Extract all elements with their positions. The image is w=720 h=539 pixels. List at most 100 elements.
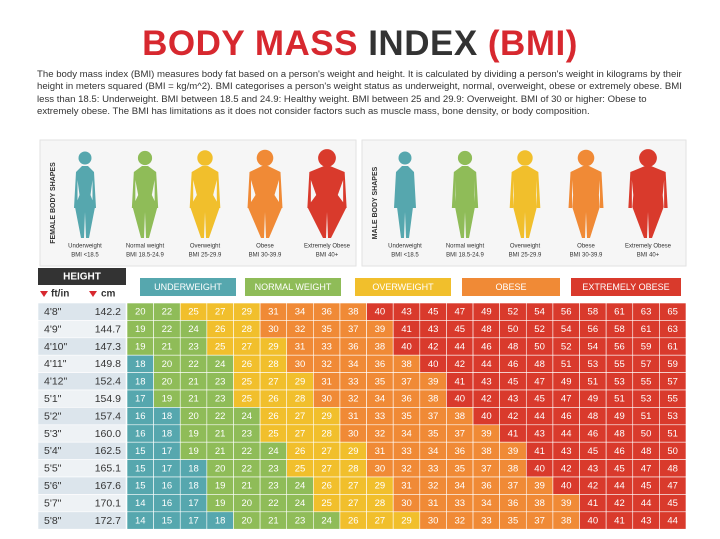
bmi-value: 34	[375, 394, 386, 405]
bmi-value: 23	[215, 376, 226, 387]
figure-range: BMI 25-29.9	[509, 253, 542, 259]
bmi-value: 40	[428, 359, 439, 370]
title: BODY MASS INDEX (BMI)	[0, 24, 720, 64]
bmi-value: 46	[614, 446, 625, 457]
bmi-value: 39	[561, 498, 572, 509]
bmi-value: 16	[135, 429, 146, 440]
bmi-value: 44	[614, 481, 625, 492]
bmi-value: 55	[667, 394, 678, 405]
bmi-value: 55	[614, 359, 625, 370]
bmi-value: 33	[321, 342, 332, 353]
figure-body	[394, 166, 416, 238]
bmi-value: 28	[268, 359, 279, 370]
figure-range: BMI <18.5	[71, 253, 99, 259]
bmi-value: 17	[162, 463, 173, 474]
bmi-value: 25	[188, 307, 199, 318]
title-part: INDEX	[368, 24, 478, 63]
bmi-value: 23	[295, 516, 306, 527]
bmi-value: 29	[348, 446, 359, 457]
bmi-value: 24	[321, 516, 332, 527]
sort-icon	[40, 291, 48, 297]
bmi-value: 26	[295, 446, 306, 457]
ft-in: 5'2"	[44, 410, 62, 422]
height-cell	[37, 511, 127, 530]
bmi-value: 35	[401, 411, 412, 422]
figure-range: BMI 30-39.9	[570, 253, 603, 259]
bmi-value: 47	[667, 481, 678, 492]
bmi-value: 37	[428, 411, 439, 422]
bmi-value: 19	[188, 429, 199, 440]
figure-body	[247, 166, 283, 238]
bmi-value: 26	[215, 324, 226, 335]
bmi-value: 23	[241, 429, 252, 440]
bmi-value: 20	[241, 498, 252, 509]
bmi-value: 40	[481, 411, 492, 422]
bmi-value: 45	[534, 394, 545, 405]
bmi-value: 63	[667, 324, 678, 335]
title-part: (BMI)	[487, 24, 578, 63]
bmi-value: 18	[188, 481, 199, 492]
bmi-value: 29	[268, 342, 279, 353]
cm: 162.5	[95, 445, 121, 457]
bmi-value: 31	[375, 446, 386, 457]
bmi-value: 29	[401, 516, 412, 527]
ft-in: 5'8"	[44, 515, 62, 527]
bmi-value: 48	[614, 429, 625, 440]
bmi-value: 36	[508, 498, 519, 509]
bmi-value: 36	[321, 307, 332, 318]
bmi-value: 45	[454, 324, 465, 335]
bmi-value: 27	[348, 481, 359, 492]
bmi-value: 37	[401, 376, 412, 387]
bmi-value: 32	[295, 324, 306, 335]
category-label: OBESE	[495, 282, 526, 292]
figure-body	[628, 166, 668, 238]
bmi-value: 32	[454, 516, 465, 527]
figure-head	[577, 149, 595, 167]
ft-in: 4'10"	[44, 341, 68, 353]
bmi-value: 41	[454, 376, 465, 387]
bmi-value: 51	[641, 411, 652, 422]
figure-head	[318, 149, 336, 167]
bmi-value: 47	[641, 463, 652, 474]
bmi-value: 32	[375, 429, 386, 440]
bmi-value: 51	[614, 394, 625, 405]
category-box	[355, 278, 451, 296]
cm: 172.7	[95, 515, 121, 527]
bmi-value: 50	[667, 446, 678, 457]
ft-in: 5'3"	[44, 428, 62, 440]
bmi-value: 41	[614, 516, 625, 527]
bmi-value: 38	[481, 446, 492, 457]
bmi-value: 43	[508, 394, 519, 405]
bmi-value: 53	[641, 394, 652, 405]
bmi-value: 40	[534, 463, 545, 474]
bmi-value: 47	[454, 307, 465, 318]
bmi-value: 22	[215, 411, 226, 422]
bmi-value: 48	[588, 411, 599, 422]
bmi-value: 39	[375, 324, 386, 335]
bmi-value: 20	[188, 411, 199, 422]
bmi-value: 42	[428, 342, 439, 353]
bmi-value: 42	[561, 463, 572, 474]
bmi-value: 14	[135, 498, 146, 509]
bmi-value: 43	[588, 463, 599, 474]
bmi-value: 16	[135, 411, 146, 422]
bmi-value: 37	[508, 481, 519, 492]
bmi-value: 37	[454, 429, 465, 440]
bmi-value: 25	[241, 394, 252, 405]
bmi-value: 43	[401, 307, 412, 318]
bmi-value: 20	[135, 307, 146, 318]
bmi-value: 44	[534, 411, 545, 422]
title-part: BODY MASS	[142, 24, 358, 63]
bmi-value: 30	[268, 324, 279, 335]
panel-label: MALE BODY SHAPES	[372, 166, 379, 239]
bmi-value: 31	[295, 342, 306, 353]
bmi-value: 21	[241, 481, 252, 492]
bmi-value: 27	[215, 307, 226, 318]
bmi-value: 15	[135, 481, 146, 492]
bmi-value: 27	[295, 411, 306, 422]
bmi-value: 28	[241, 324, 252, 335]
cm-header: cm	[101, 289, 116, 300]
figure-range: BMI 25-29.9	[189, 253, 222, 259]
ft-in: 4'11"	[44, 358, 67, 370]
bmi-value: 38	[534, 498, 545, 509]
